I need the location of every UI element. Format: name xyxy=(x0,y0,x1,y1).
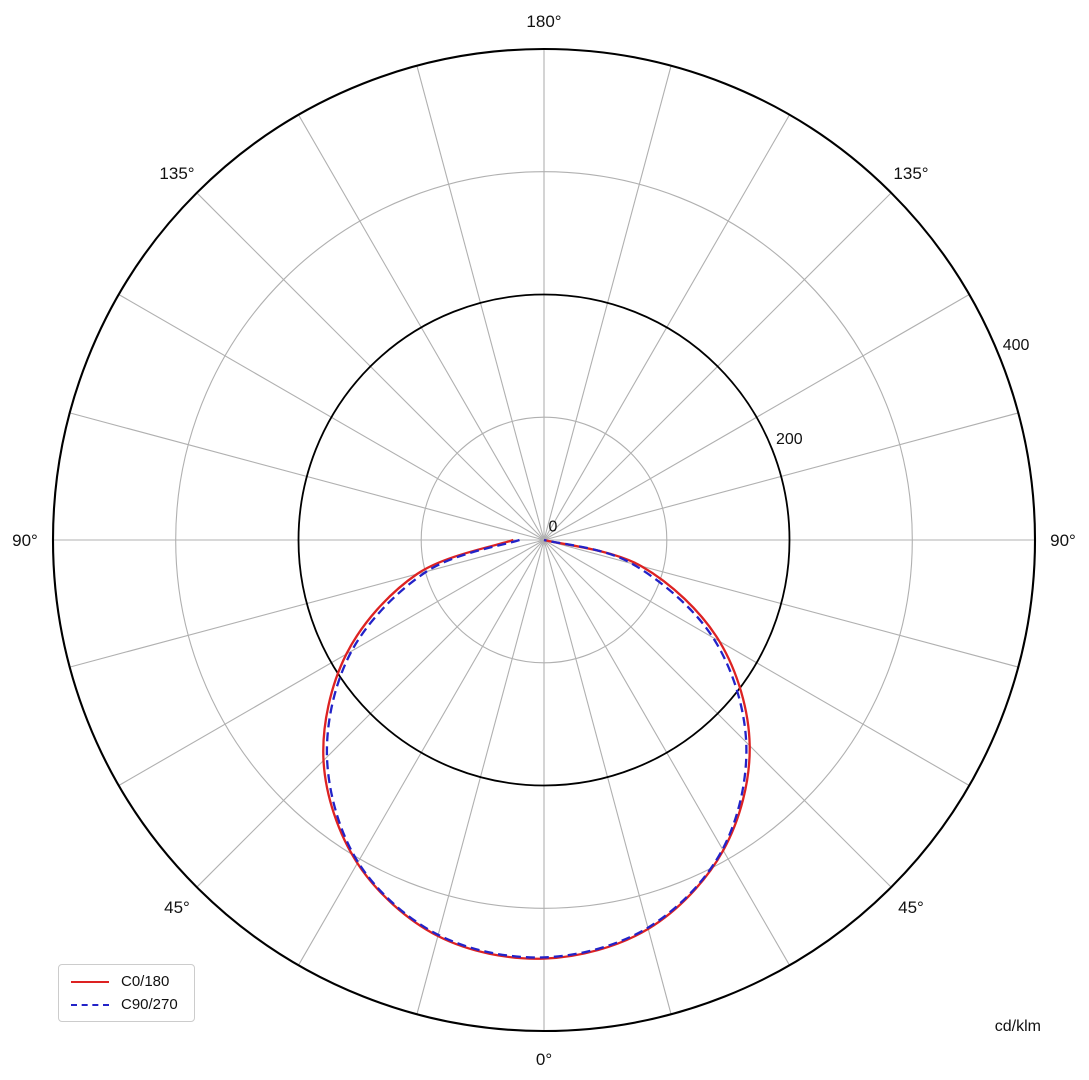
legend-label: C90/270 xyxy=(121,996,178,1013)
curve-c90-270 xyxy=(325,538,748,959)
angle-tick-label: 45° xyxy=(898,898,924,917)
polar-grid-circle-400 xyxy=(51,47,1037,1033)
angle-tick-label: 0° xyxy=(536,1050,552,1069)
legend-item-c90-270: C90/270 xyxy=(71,997,178,1012)
polar-grid-circle-100 xyxy=(420,416,668,664)
angle-tick-label: 90° xyxy=(12,531,38,550)
angle-tick-label: 45° xyxy=(164,898,190,917)
legend: C0/180 C90/270 xyxy=(58,964,195,1022)
polar-grid-circle-200 xyxy=(297,293,791,787)
angle-tick-label: 135° xyxy=(159,164,194,183)
polar-grid-circle-300 xyxy=(175,171,913,909)
units-label: cd/klm xyxy=(994,1018,1041,1035)
legend-label: C0/180 xyxy=(121,973,170,990)
legend-line-c0-180 xyxy=(71,980,109,983)
radius-tick-label: 0 xyxy=(549,519,558,536)
radius-tick-label: 400 xyxy=(1003,337,1030,354)
legend-item-c0-180: C0/180 xyxy=(71,974,178,989)
angle-tick-label: 135° xyxy=(893,164,928,183)
radius-tick-label: 200 xyxy=(776,431,803,448)
angle-tick-label: 180° xyxy=(526,12,561,31)
angle-tick-label: 90° xyxy=(1050,531,1076,550)
curve-c0-180 xyxy=(322,538,751,960)
legend-line-c90-270 xyxy=(71,1003,109,1006)
